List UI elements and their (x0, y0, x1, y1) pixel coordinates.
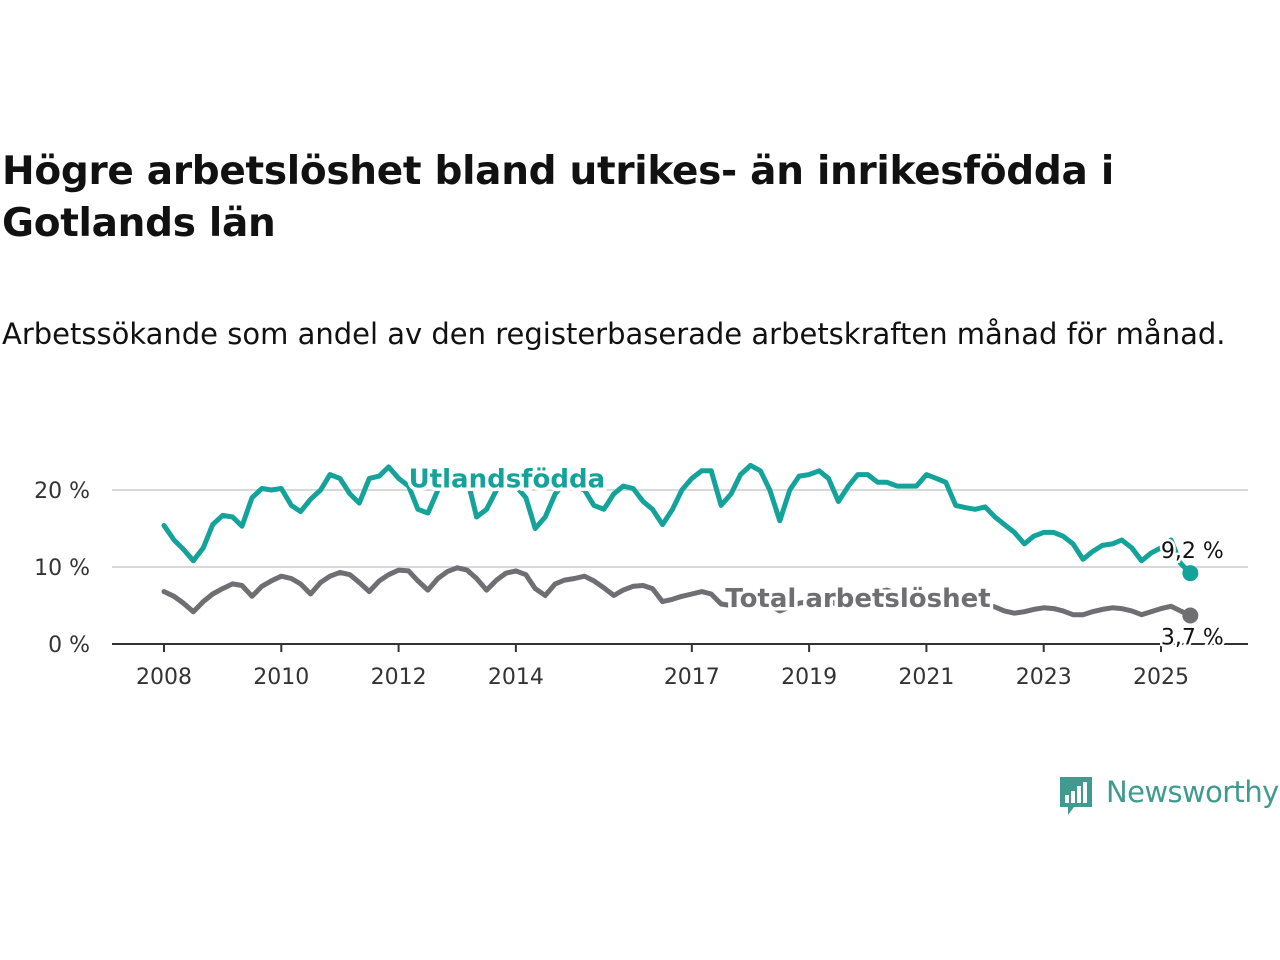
x-tick-label: 2014 (488, 665, 544, 690)
chart-subtitle: Arbetssökande som andel av den registerb… (2, 317, 1226, 351)
series-end-label: 9,2 % (1161, 539, 1224, 564)
x-tick-label: 2008 (136, 665, 192, 690)
series-end-label: 3,7 % (1161, 626, 1224, 651)
newsworthy-logo-text: Newsworthy (1106, 775, 1279, 809)
series-name-label: Utlandsfödda (409, 464, 606, 494)
x-axis: 2008 2010 2012 2014 2017 2019 2021 2023 2025 (136, 644, 1189, 690)
x-tick-label: 2012 (371, 665, 427, 690)
x-tick-label: 2025 (1133, 665, 1189, 690)
x-tick-label: 2023 (1016, 665, 1072, 690)
chart-title: Högre arbetslöshet bland utrikes- än inr… (2, 149, 1114, 246)
series-line-total-arbetslöshet (161, 565, 1193, 618)
series-labels: 9,2 % 3,7 % Utlandsfödda Total arbetslöshet (405, 461, 1226, 653)
x-tick-label: 2021 (898, 665, 954, 690)
y-tick-label: 20 % (34, 479, 90, 504)
series-name-label: Total arbetslöshet (725, 584, 990, 614)
gridlines (112, 489, 1248, 645)
newsworthy-chart-icon (1060, 777, 1092, 815)
y-tick-label: 10 % (34, 556, 90, 581)
y-axis: 0 % 10 % 20 % (34, 479, 90, 658)
series-line-utlandsfödda (161, 462, 1193, 576)
series-endpoint-utlandsfödda (1182, 565, 1199, 582)
x-tick-label: 2017 (664, 665, 720, 690)
y-tick-label: 0 % (48, 633, 90, 658)
x-tick-label: 2019 (781, 665, 837, 690)
newsworthy-logo[interactable]: Newsworthy (1058, 772, 1280, 818)
x-tick-label: 2010 (253, 665, 309, 690)
series-endpoint-total-arbetslöshet (1182, 607, 1199, 624)
series-lines (161, 462, 1199, 624)
